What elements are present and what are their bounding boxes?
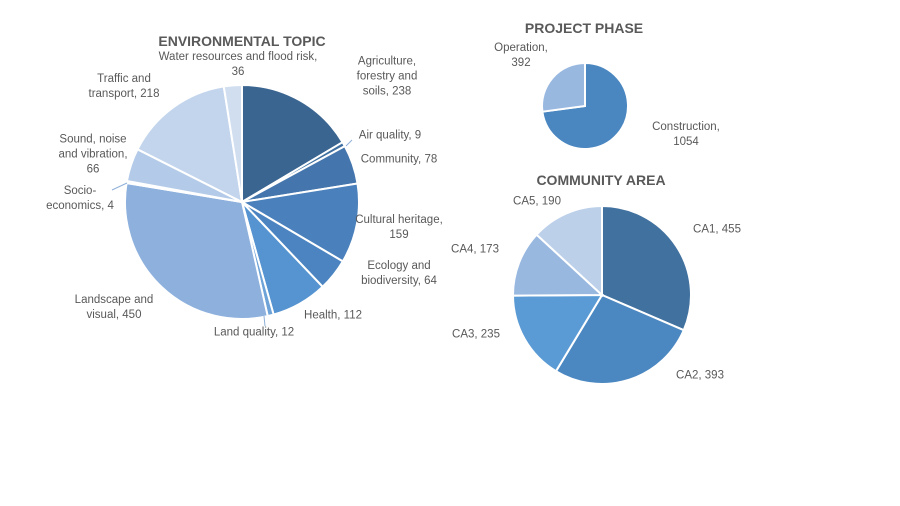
- leader-line-air-quality: [345, 139, 353, 147]
- leader-line-land-quality: [263, 315, 266, 327]
- data-label-air-quality: Air quality, 9: [358, 129, 422, 142]
- chart-title-community-area: COMMUNITY AREA: [536, 172, 666, 188]
- data-label-traffic: Traffic and transport, 218: [88, 73, 160, 100]
- data-label-ecology: Ecology and biodiversity, 64: [361, 260, 437, 287]
- pie-slice-ca5: [535, 204, 603, 298]
- data-label-ca5: CA5, 190: [513, 195, 561, 208]
- data-label-construction: Construction, 1054: [652, 121, 720, 148]
- data-label-community: Community, 78: [360, 153, 438, 166]
- chart-title-environmental-topic: ENVIRONMENTAL TOPIC: [158, 33, 326, 49]
- data-label-water-resources: Water resources and flood risk, 36: [158, 51, 318, 78]
- data-label-ca1: CA1, 455: [693, 223, 741, 236]
- pie-slice-traffic-and-transport: [136, 85, 244, 204]
- pie-slice-water-resources-and-flood-risk: [222, 83, 243, 203]
- pie-slice-ca4: [512, 233, 605, 297]
- pie-slice-agriculture-forestry-and-soils: [241, 83, 344, 204]
- data-label-ca4: CA4, 173: [451, 243, 499, 256]
- data-label-sound-noise: Sound, noise and vibration, 66: [58, 133, 128, 176]
- data-label-health: Health, 112: [304, 309, 362, 322]
- data-label-agriculture: Agriculture, forestry and soils, 238: [356, 55, 418, 98]
- pie-slice-landscape-and-visual: [124, 181, 269, 320]
- pie-slice-operation: [541, 61, 586, 113]
- data-label-operation: Operation, 392: [494, 42, 548, 69]
- pie-slice-ca3: [511, 293, 604, 373]
- data-label-land-quality: Land quality, 12: [213, 326, 295, 339]
- pie-slice-ca2: [554, 293, 686, 385]
- leader-line-socio-economics: [111, 182, 128, 191]
- data-label-landscape: Landscape and visual, 450: [74, 294, 154, 321]
- pie-slice-ca1: [601, 204, 692, 332]
- data-label-cultural-heritage: Cultural heritage, 159: [355, 214, 443, 241]
- pie-slice-cultural-heritage: [239, 182, 360, 263]
- chart-title-project-phase: PROJECT PHASE: [524, 20, 644, 36]
- data-label-ca3: CA3, 235: [452, 328, 500, 341]
- data-label-ca2: CA2, 393: [676, 369, 724, 382]
- data-label-socio-economics: Socio-economics, 4: [46, 185, 114, 212]
